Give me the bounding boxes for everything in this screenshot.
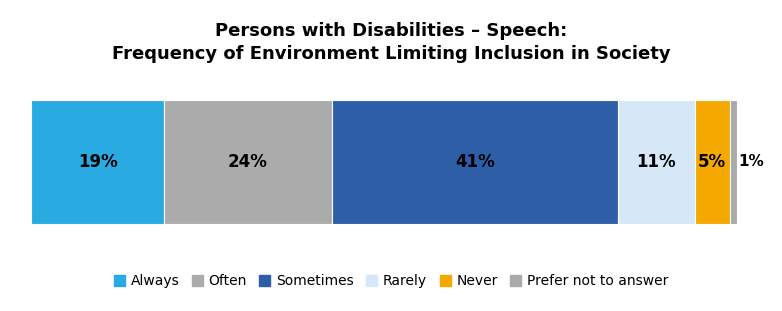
Text: 41%: 41% [455,153,495,171]
Text: 11%: 11% [637,153,676,171]
Legend: Always, Often, Sometimes, Rarely, Never, Prefer not to answer: Always, Often, Sometimes, Rarely, Never,… [114,274,668,288]
Bar [164,100,332,224]
Text: Persons with Disabilities – Speech:
Frequency of Environment Limiting Inclusion : Persons with Disabilities – Speech: Freq… [112,22,670,63]
Bar [730,100,737,224]
Bar [332,100,618,224]
Text: 19%: 19% [77,153,117,171]
Bar [31,100,164,224]
Bar [618,100,695,224]
Bar [695,100,730,224]
Text: 5%: 5% [698,153,726,171]
Text: 1%: 1% [738,154,764,169]
Text: 24%: 24% [228,153,267,171]
